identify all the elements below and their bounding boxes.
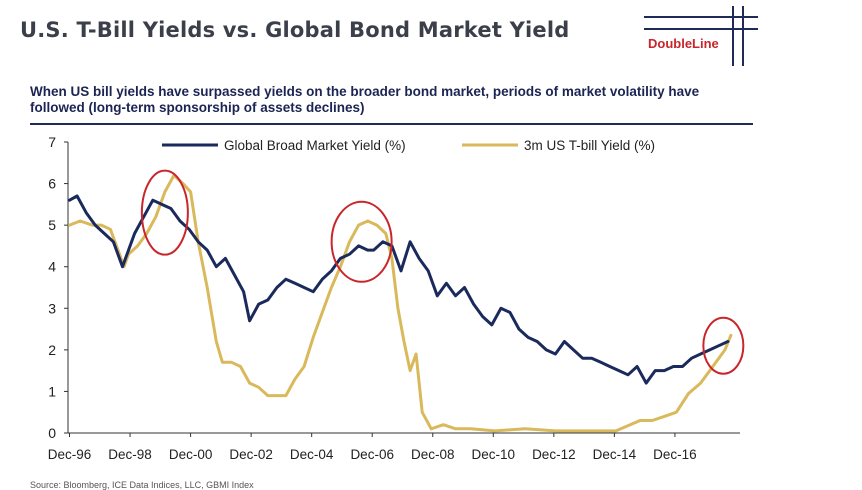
y-tick-label: 4 bbox=[48, 259, 56, 275]
x-tick-label: Dec-12 bbox=[532, 447, 576, 462]
highlight-circle bbox=[330, 200, 393, 283]
series-line-global-broad-market-yield bbox=[68, 194, 730, 385]
series-line-3m-tbill-yield bbox=[68, 173, 733, 433]
y-tick-label: 7 bbox=[48, 134, 56, 150]
x-tick-label: Dec-02 bbox=[229, 447, 273, 462]
x-tick-label: Dec-10 bbox=[472, 447, 516, 462]
x-tick-label: Dec-04 bbox=[290, 447, 334, 462]
x-tick-label: Dec-08 bbox=[411, 447, 455, 462]
logo-text: DoubleLine bbox=[648, 36, 719, 51]
highlight-circle bbox=[702, 316, 745, 375]
y-tick-label: 2 bbox=[48, 342, 56, 358]
y-tick-label: 6 bbox=[48, 176, 56, 192]
x-tick-label: Dec-06 bbox=[350, 447, 394, 462]
chart-annotations bbox=[140, 169, 745, 375]
x-tick-label: Dec-96 bbox=[48, 447, 92, 462]
x-tick-label: Dec-16 bbox=[653, 447, 697, 462]
chart-legend: Global Broad Market Yield (%) 3m US T-bil… bbox=[162, 138, 655, 153]
y-tick-label: 5 bbox=[48, 217, 56, 233]
x-tick-label: Dec-14 bbox=[593, 447, 637, 462]
y-tick-label: 1 bbox=[48, 383, 56, 399]
chart-series-layer bbox=[68, 173, 733, 433]
y-tick-label: 3 bbox=[48, 300, 56, 316]
subtitle-rule bbox=[30, 123, 753, 125]
x-tick-label: Dec-00 bbox=[169, 447, 213, 462]
y-tick-label: 0 bbox=[48, 425, 56, 441]
chart-subtitle: When US bill yields have surpassed yield… bbox=[30, 84, 700, 115]
yield-line-chart: 0 1 2 3 4 5 6 7 Dec-96 Dec-98 Dec-00 Dec-02 Dec-04 De… bbox=[48, 134, 745, 462]
chart-axes: 0 1 2 3 4 5 6 7 Dec-96 Dec-98 Dec-00 Dec-02 Dec-04 De… bbox=[48, 134, 740, 462]
legend-item-global-broad-market-yield-label: Global Broad Market Yield (%) bbox=[224, 138, 406, 153]
x-tick-label: Dec-98 bbox=[108, 447, 152, 462]
doubleline-logo: DoubleLine bbox=[640, 6, 758, 66]
legend-item-3m-tbill-yield-label: 3m US T-bill Yield (%) bbox=[524, 138, 655, 153]
highlight-circle bbox=[140, 169, 189, 256]
slide-title: U.S. T-Bill Yields vs. Global Bond Marke… bbox=[20, 18, 570, 42]
source-note: Source: Bloomberg, ICE Data Indices, LLC… bbox=[30, 480, 254, 490]
